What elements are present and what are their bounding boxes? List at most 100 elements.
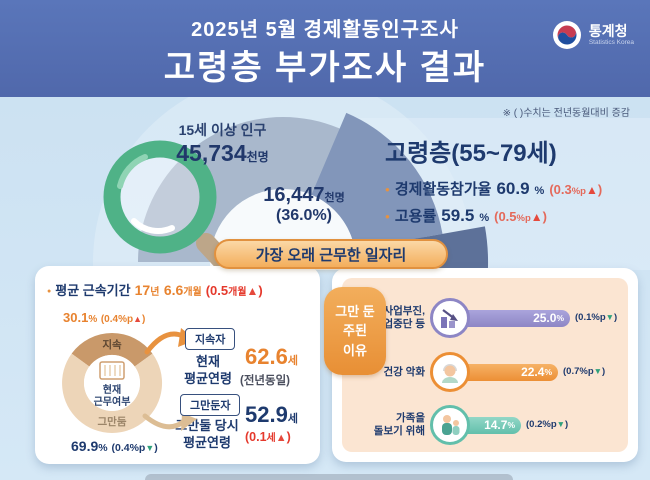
donut-center-line1: 현재	[102, 385, 122, 396]
close-paren: )	[286, 430, 291, 444]
stayer-age-value: 62.6	[245, 344, 288, 369]
reason-change: (0.2%p▼)	[526, 419, 568, 430]
close-paren: )	[154, 442, 158, 454]
quit-rate-value: 69.9	[71, 438, 99, 454]
up-arrow-icon: ▲	[133, 314, 142, 324]
close-paren: )	[142, 314, 146, 325]
reason-bar-value: 25.0	[533, 311, 557, 325]
average-tenure-line: 평균 근속기간 17년 6.6개월 (0.5개월▲)	[47, 280, 263, 300]
quitter-change-value: (0.1	[245, 430, 267, 444]
stat-change: (0.5	[494, 209, 517, 224]
down-arrow-icon: ▼	[145, 443, 155, 453]
quit-reasons-card: 그만 둔 주된 이유 사업부진, 조업중단 등 25.0% (0.1%p▼) 건…	[324, 268, 638, 462]
total-population-title: 15세 이상 인구	[178, 122, 267, 138]
stat-participation-rate: 경제활동참가율 60.9% (0.3%p▲)	[385, 178, 602, 199]
reason-label-line1: 사업부진,	[383, 305, 425, 317]
donut-hole	[84, 355, 140, 411]
close-paren: )	[614, 312, 618, 323]
donut-quit-label: 그만둠	[97, 416, 127, 428]
stayer-label-line2: 평균연령	[184, 370, 232, 386]
close-paren: )	[258, 283, 263, 298]
stat-unit: %	[479, 212, 490, 224]
close-paren: )	[565, 419, 569, 430]
reason-bar-value: 22.4	[521, 365, 545, 379]
section-banner: 가장 오래 근무한 일자리	[214, 239, 448, 269]
stat-change-unit: %p	[571, 186, 586, 197]
quitter-change-unit: 세	[266, 433, 276, 444]
donut-quit-segment	[62, 353, 163, 433]
close-paren: )	[602, 366, 606, 377]
stat-label: 경제활동참가율	[394, 181, 492, 198]
quitter-age-unit: 세	[287, 413, 298, 425]
quit-reasons-title-line3: 이유	[343, 342, 367, 358]
stayer-label: 현재 평균연령	[166, 354, 250, 388]
reason-row-label: 가족을 돌보기 위해	[340, 412, 425, 438]
tenure-change: (0.5	[205, 283, 229, 298]
reason-change-value: (0.2	[526, 419, 543, 430]
calendar-icon	[99, 361, 125, 380]
total-population-unit: 천명	[246, 150, 269, 164]
stat-value: 59.5	[441, 206, 475, 225]
reason-change-unit: %p	[542, 419, 557, 430]
tenure-label: 평균 근속기간	[55, 283, 131, 298]
stayer-age: 62.6세	[245, 344, 298, 370]
total-population-label: 15세 이상 인구 45,734천명	[140, 120, 305, 166]
stay-rate-unit: %	[88, 314, 98, 325]
tenure-change-unit: 개월	[228, 287, 247, 298]
quitter-age-value: 52.9	[245, 402, 288, 427]
elderly-population-share: (36.0%)	[275, 207, 333, 224]
quit-rate-line: 69.9% (0.4%p▼)	[71, 438, 158, 454]
magnifier-icon	[103, 140, 245, 270]
elderly-population-label: 16,447천명 (36.0%)	[238, 184, 370, 225]
quit-rate-change: (0.4	[111, 442, 130, 454]
quitter-age: 52.9세	[245, 402, 298, 428]
down-arrow-icon: ▼	[556, 419, 566, 429]
tenure-card: 평균 근속기간 17년 6.6개월 (0.5개월▲) 30.1% (0.4%p▲…	[35, 266, 320, 464]
next-section-edge	[145, 474, 513, 480]
quit-reasons-title-line2: 주된	[343, 323, 367, 339]
reason-row-label: 사업부진, 조업중단 등	[340, 305, 425, 331]
up-arrow-icon: ▲	[585, 183, 598, 197]
tenure-months-unit: 개월	[183, 287, 202, 298]
quitter-label-line2: 평균연령	[183, 434, 231, 450]
taegeuk-icon	[552, 21, 581, 49]
reason-bar-unit: %	[556, 313, 564, 323]
stay-rate-change: (0.4	[100, 314, 119, 325]
work-status-donut-chart	[62, 332, 163, 433]
quit-rate-change-unit: %p	[129, 442, 146, 454]
up-arrow-icon: ▲	[275, 432, 287, 444]
quit-rate-unit: %	[98, 442, 108, 454]
reason-bar-unit: %	[544, 367, 552, 377]
reason-label-line1: 건강 악화	[383, 366, 425, 378]
quit-reasons-title-line1: 그만 둔	[335, 303, 375, 319]
statistics-korea-logo: 통계청 Statistics Korea	[552, 20, 634, 50]
stayer-age-note: (전년동일)	[240, 375, 290, 387]
quit-reasons-title: 그만 둔 주된 이유	[324, 287, 386, 375]
stat-label: 고용률	[394, 208, 437, 225]
stat-employment-rate: 고용률 59.5% (0.5%p▲)	[385, 205, 547, 226]
reason-change-unit: %p	[591, 312, 606, 323]
stayer-age-unit: 세	[287, 355, 298, 367]
tenure-months: 6.6	[163, 282, 184, 298]
donut-stay-segment	[71, 332, 153, 367]
reason-change: (0.7%p▼)	[563, 366, 605, 377]
reason-row-label: 건강 악화	[340, 366, 425, 379]
footnote: ※ ( )수치는 전년동월대비 증감	[502, 108, 630, 119]
stay-rate-line: 30.1% (0.4%p▲)	[63, 310, 145, 325]
logo-subname: Statistics Korea	[588, 39, 634, 47]
stay-rate-value: 30.1	[63, 310, 89, 325]
total-population-value: 45,734	[176, 140, 247, 166]
down-arrow-icon: ▼	[605, 312, 615, 322]
elderly-population-value: 16,447	[263, 184, 325, 206]
reason-label-line2: 조업중단 등	[373, 318, 425, 331]
tenure-years-unit: 년	[150, 287, 160, 298]
logo-name: 통계청	[588, 22, 628, 39]
family-icon	[430, 405, 470, 445]
reason-label-line2: 돌보기 위해	[373, 425, 425, 438]
reason-change-value: (0.1	[575, 312, 592, 323]
stayer-badge: 지속자	[185, 328, 236, 350]
stat-value: 60.9	[496, 179, 530, 198]
reason-bar-value: 14.7	[484, 418, 508, 432]
